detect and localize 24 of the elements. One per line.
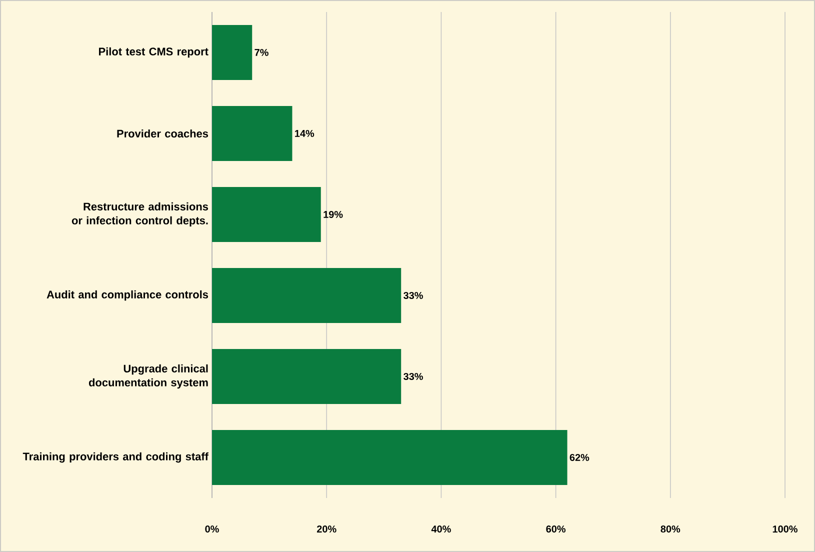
bar — [212, 268, 402, 324]
data-label: 33% — [404, 372, 423, 380]
bar — [212, 348, 402, 404]
data-label: 33% — [404, 292, 423, 300]
data-label: 14% — [295, 130, 314, 137]
y-tick-label: Audit and compliance controls — [46, 290, 208, 301]
y-tick-label: Training providers and coding staff — [22, 452, 209, 463]
x-tick-label: 80% — [660, 526, 680, 533]
x-tick-label: 60% — [546, 526, 566, 533]
x-tick-label: 100% — [772, 526, 798, 533]
x-tick-label: 0% — [205, 526, 219, 533]
y-tick-label: Restructure admissions or infection control depts. — [72, 202, 208, 227]
x-tick-label: 20% — [316, 526, 336, 533]
y-tick-label: Pilot test CMS report — [99, 47, 208, 58]
bar — [212, 186, 321, 242]
data-label: 7% — [254, 48, 268, 56]
bar — [212, 106, 292, 162]
bar — [212, 430, 568, 486]
bar — [212, 24, 252, 80]
y-tick-label: Upgrade clinical documentation system — [88, 364, 208, 389]
data-label: 62% — [570, 454, 590, 462]
x-tick-label: 40% — [431, 526, 451, 533]
y-tick-label: Provider coaches — [117, 129, 208, 138]
data-label: 19% — [324, 210, 343, 218]
